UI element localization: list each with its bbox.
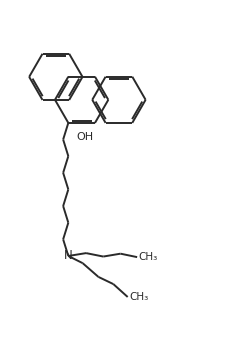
Text: CH₃: CH₃ bbox=[139, 252, 158, 262]
Text: OH: OH bbox=[76, 132, 93, 142]
Text: CH₃: CH₃ bbox=[129, 292, 148, 302]
Text: N: N bbox=[64, 249, 73, 262]
